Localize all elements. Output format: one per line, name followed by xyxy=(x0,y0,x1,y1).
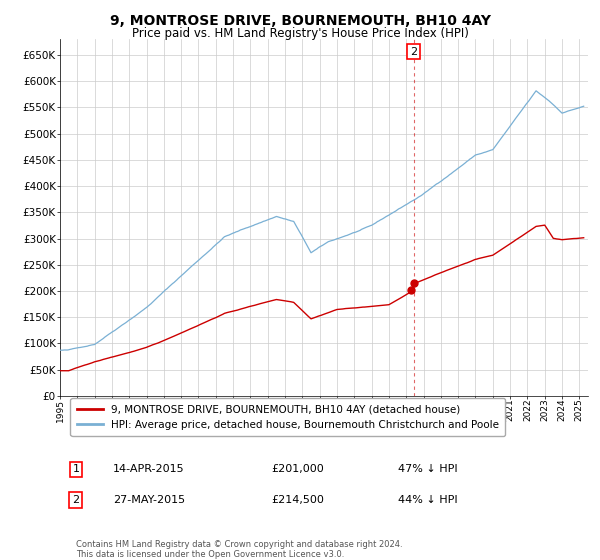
Text: 2: 2 xyxy=(72,495,79,505)
Text: £201,000: £201,000 xyxy=(271,464,324,474)
Text: 2: 2 xyxy=(410,46,417,57)
Legend: 9, MONTROSE DRIVE, BOURNEMOUTH, BH10 4AY (detached house), HPI: Average price, d: 9, MONTROSE DRIVE, BOURNEMOUTH, BH10 4AY… xyxy=(70,398,505,436)
Text: 44% ↓ HPI: 44% ↓ HPI xyxy=(398,495,458,505)
Text: 27-MAY-2015: 27-MAY-2015 xyxy=(113,495,185,505)
Text: 47% ↓ HPI: 47% ↓ HPI xyxy=(398,464,458,474)
Text: 9, MONTROSE DRIVE, BOURNEMOUTH, BH10 4AY: 9, MONTROSE DRIVE, BOURNEMOUTH, BH10 4AY xyxy=(110,14,491,28)
Text: 1: 1 xyxy=(73,464,79,474)
Text: Contains HM Land Registry data © Crown copyright and database right 2024.
This d: Contains HM Land Registry data © Crown c… xyxy=(76,540,403,559)
Text: Price paid vs. HM Land Registry's House Price Index (HPI): Price paid vs. HM Land Registry's House … xyxy=(131,27,469,40)
Text: 14-APR-2015: 14-APR-2015 xyxy=(113,464,184,474)
Text: £214,500: £214,500 xyxy=(271,495,324,505)
